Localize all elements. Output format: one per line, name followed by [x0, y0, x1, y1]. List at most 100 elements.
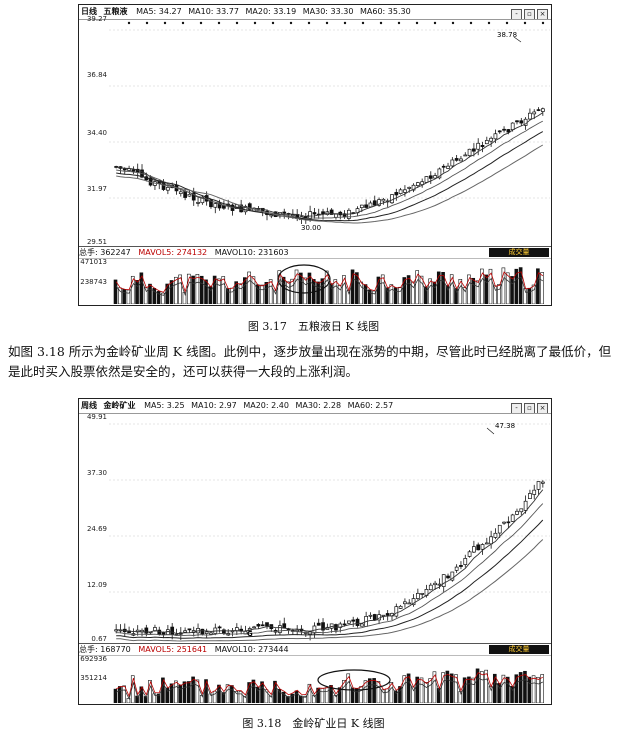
- candle-body: [489, 536, 493, 545]
- candle-body: [515, 510, 519, 515]
- volume-bar: [118, 686, 122, 703]
- volume-indicator-chip[interactable]: 成交量: [489, 645, 549, 654]
- mavol10-readout: MAVOL10: 231603: [214, 248, 289, 257]
- moving-average-line: [116, 489, 544, 634]
- mavol10-line: [115, 276, 544, 297]
- volume-bar: [273, 290, 277, 304]
- candle-body: [385, 613, 390, 616]
- period-label: 日线: [81, 7, 97, 16]
- candle-body: [213, 203, 218, 208]
- candle-body: [415, 182, 420, 186]
- volume-bar: [419, 677, 424, 703]
- volume-bar: [316, 687, 320, 703]
- candle-body: [415, 592, 420, 599]
- volume-bar: [484, 274, 488, 304]
- candle-body: [187, 628, 192, 631]
- volume-tick: 692936: [80, 655, 107, 663]
- volume-bar: [225, 684, 230, 703]
- candle-body: [394, 606, 399, 617]
- volume-bar: [432, 281, 437, 304]
- volume-bar: [432, 671, 437, 703]
- restore-icon[interactable]: ▫: [524, 9, 535, 19]
- candle-body: [407, 602, 412, 605]
- volume-bar: [260, 284, 264, 304]
- highlight-ellipse: [277, 264, 331, 294]
- candle-body: [359, 623, 364, 627]
- candle-body: [342, 213, 347, 217]
- restore-icon[interactable]: ▫: [524, 403, 535, 413]
- figure-caption: 图 3.17 五粮液日 K 线图: [247, 320, 380, 333]
- volume-bar: [299, 695, 303, 703]
- candle-body: [523, 500, 528, 511]
- volume-bar: [260, 681, 264, 703]
- volume-bar: [238, 691, 243, 703]
- volume-bar: [488, 685, 493, 703]
- marker-dot: [361, 21, 365, 25]
- volume-bar: [139, 272, 144, 304]
- ma5-readout: MA5: 3.25: [144, 401, 185, 410]
- volume-header: 总手: 362247 MAVOL5: 274132 MAVOL10: 23160…: [79, 246, 551, 259]
- volume-tick: 471013: [80, 258, 107, 266]
- candle-body: [368, 614, 373, 617]
- candlestick-plot: 38.78 30.00: [109, 21, 550, 232]
- marker-dot: [523, 21, 527, 25]
- candle-body: [347, 620, 351, 624]
- volume-bar: [230, 685, 234, 703]
- volume-bar: [251, 679, 256, 703]
- volume-bar: [169, 683, 174, 703]
- volume-bar: [148, 283, 152, 304]
- volume-bar: [139, 686, 144, 703]
- volume-plot: [113, 264, 545, 304]
- volume-bar: [143, 287, 148, 304]
- candle-body: [403, 189, 407, 193]
- volume-indicator-chip[interactable]: 成交量: [489, 248, 549, 257]
- volume-bar: [342, 275, 346, 304]
- candle-body: [381, 198, 386, 202]
- ma60-readout: MA60: 35.30: [360, 7, 411, 16]
- candle-body: [217, 626, 222, 629]
- volume-bar: [320, 688, 325, 703]
- candle-body: [334, 213, 338, 218]
- candle-body: [441, 165, 446, 168]
- moving-average-line: [116, 144, 544, 224]
- candle-body: [368, 202, 373, 208]
- volume-bar: [126, 697, 131, 703]
- candle-body: [196, 202, 200, 204]
- marker-dot: [235, 21, 239, 25]
- price-tick: 0.67: [91, 635, 107, 643]
- ma5-readout: MA5: 34.27: [136, 7, 182, 16]
- candle-body: [411, 598, 416, 606]
- close-icon[interactable]: ×: [537, 403, 548, 413]
- volume-bar: [385, 287, 389, 304]
- candle-body: [377, 199, 381, 206]
- volume-header: 总手: 168770 MAVOL5: 251641 MAVOL10: 27344…: [79, 643, 551, 656]
- volume-bar: [393, 690, 398, 703]
- volume-bar: [428, 278, 432, 304]
- volume-bar: [415, 270, 420, 304]
- price-tick: 12.09: [86, 581, 107, 589]
- price-tick: 36.84: [86, 71, 107, 79]
- candle-body: [502, 521, 506, 524]
- volume-bar: [234, 691, 238, 703]
- candle-body: [532, 489, 537, 495]
- candle-body: [463, 154, 468, 157]
- volume-bar: [342, 679, 346, 703]
- volume-bar: [212, 275, 217, 304]
- minimize-icon[interactable]: -: [511, 9, 522, 19]
- price-tick: 37.30: [86, 469, 107, 477]
- volume-bar: [514, 674, 519, 703]
- minimize-icon[interactable]: -: [511, 403, 522, 413]
- candle-body: [428, 584, 433, 591]
- mavol5-readout: MAVOL5: 274132: [138, 248, 208, 257]
- candle-body: [122, 168, 127, 171]
- candle-body: [312, 212, 317, 215]
- close-icon[interactable]: ×: [537, 9, 548, 19]
- volume-bar: [174, 680, 178, 703]
- candle-body: [351, 619, 356, 622]
- candle-body: [467, 551, 472, 557]
- volume-bar: [518, 672, 523, 703]
- candle-body: [540, 481, 545, 484]
- candle-body: [265, 622, 269, 627]
- stock-name: 五粮液: [103, 7, 128, 16]
- high-marker: [486, 427, 495, 435]
